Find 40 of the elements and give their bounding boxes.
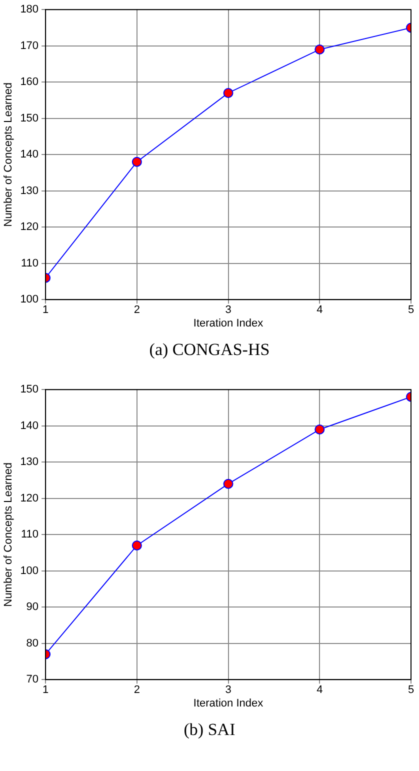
x-tick-label: 2 [134, 684, 140, 696]
point [132, 156, 142, 167]
x-tick-label: 1 [42, 304, 49, 316]
x-tick-label: 5 [408, 684, 414, 696]
y-tick-label: 130 [20, 184, 39, 197]
y-tick-label: 90 [26, 601, 39, 614]
x-tick-label: 2 [134, 304, 140, 316]
x-axis-title: Iteration Index [193, 317, 264, 330]
y-tick-label: 110 [21, 528, 39, 541]
y-tick-label: 100 [20, 294, 39, 306]
x-tick-label: 3 [225, 304, 232, 316]
y-tick-label: 130 [20, 456, 39, 468]
y-tick-label: 150 [20, 384, 39, 396]
y-tick-label: 180 [20, 4, 39, 16]
y-tick-label: 170 [20, 40, 39, 52]
y-tick-label: 120 [20, 492, 39, 504]
y-tick-label: 140 [20, 148, 39, 161]
y-tick-label: 140 [20, 420, 39, 432]
y-tick-label: 150 [20, 112, 39, 124]
point [223, 478, 234, 489]
point [223, 88, 234, 98]
x-tick-label: 1 [42, 684, 49, 696]
x-tick-label: 3 [225, 684, 232, 696]
x-tick-label: 4 [316, 304, 323, 316]
point [314, 44, 325, 54]
text: (b) SAI [182, 719, 236, 741]
x-tick-label: 5 [408, 304, 414, 316]
y-axis-title: Number of Concepts Learned [2, 82, 15, 227]
y-tick-label: 100 [20, 564, 39, 577]
y-tick-label: 110 [21, 257, 39, 270]
y-tick-label: 120 [20, 221, 39, 234]
point [132, 540, 142, 550]
y-axis-title: Number of Concepts Learned [2, 462, 15, 607]
text: (a) CONGAS-HS [148, 339, 271, 361]
y-tick-label: 160 [20, 76, 39, 88]
x-tick-label: 4 [316, 684, 323, 696]
point [314, 424, 325, 434]
x-axis-title: Iteration Index [193, 697, 264, 710]
y-tick-label: 80 [26, 637, 39, 650]
y-tick-label: 70 [26, 674, 39, 686]
